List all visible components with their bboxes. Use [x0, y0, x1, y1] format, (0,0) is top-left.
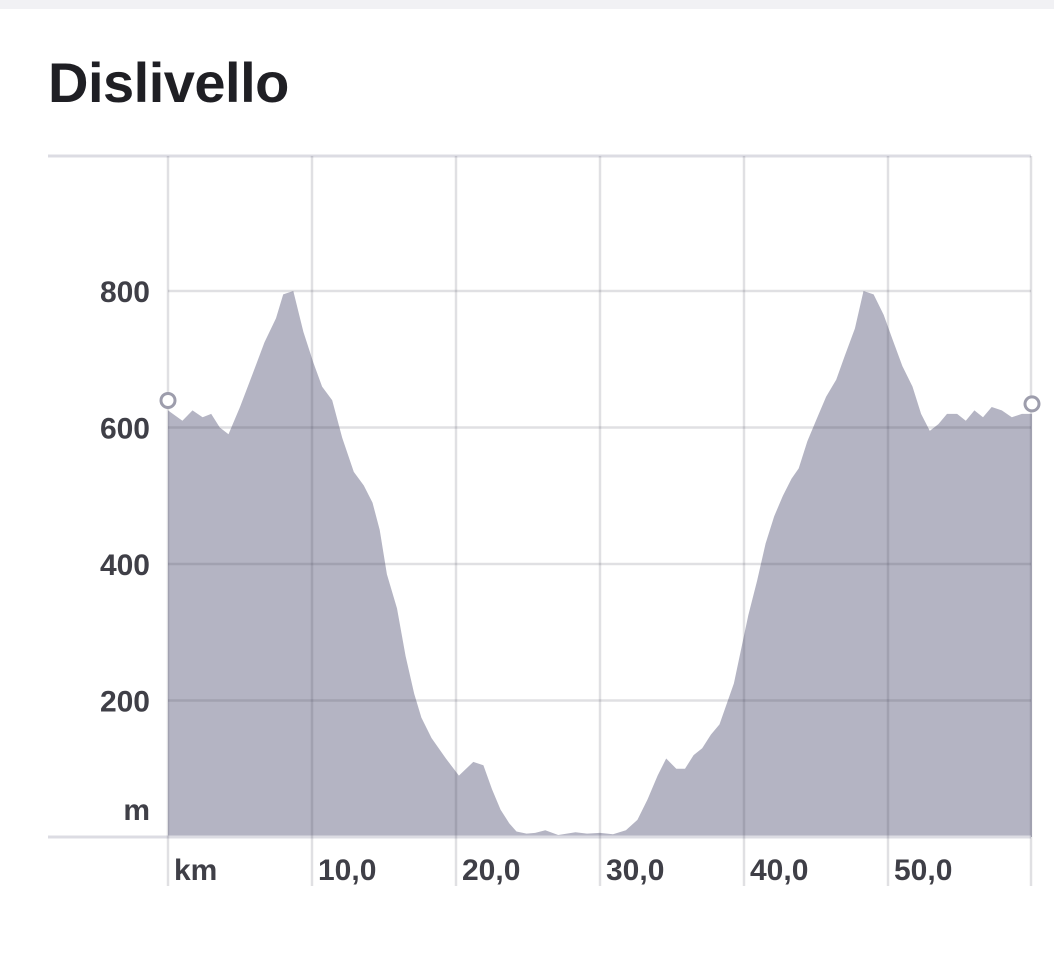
x-unit-label: km: [174, 854, 217, 887]
top-bar: [0, 0, 1054, 9]
elevation-area: [168, 291, 1032, 837]
x-tick-label-30,0: 30,0: [606, 854, 664, 887]
x-tick-label-40,0: 40,0: [750, 854, 808, 887]
x-tick-label-50,0: 50,0: [894, 854, 952, 887]
x-tick-label-20,0: 20,0: [462, 854, 520, 887]
page-title: Dislivello: [48, 51, 289, 114]
start-point-marker: [159, 391, 177, 409]
y-tick-label-200: 200: [100, 686, 150, 719]
y-unit-label: m: [123, 794, 150, 827]
y-tick-label-600: 600: [100, 413, 150, 446]
y-tick-label-400: 400: [100, 549, 150, 582]
y-tick-label-800: 800: [100, 276, 150, 309]
end-point-marker: [1023, 395, 1041, 413]
x-tick-label-10,0: 10,0: [318, 854, 376, 887]
